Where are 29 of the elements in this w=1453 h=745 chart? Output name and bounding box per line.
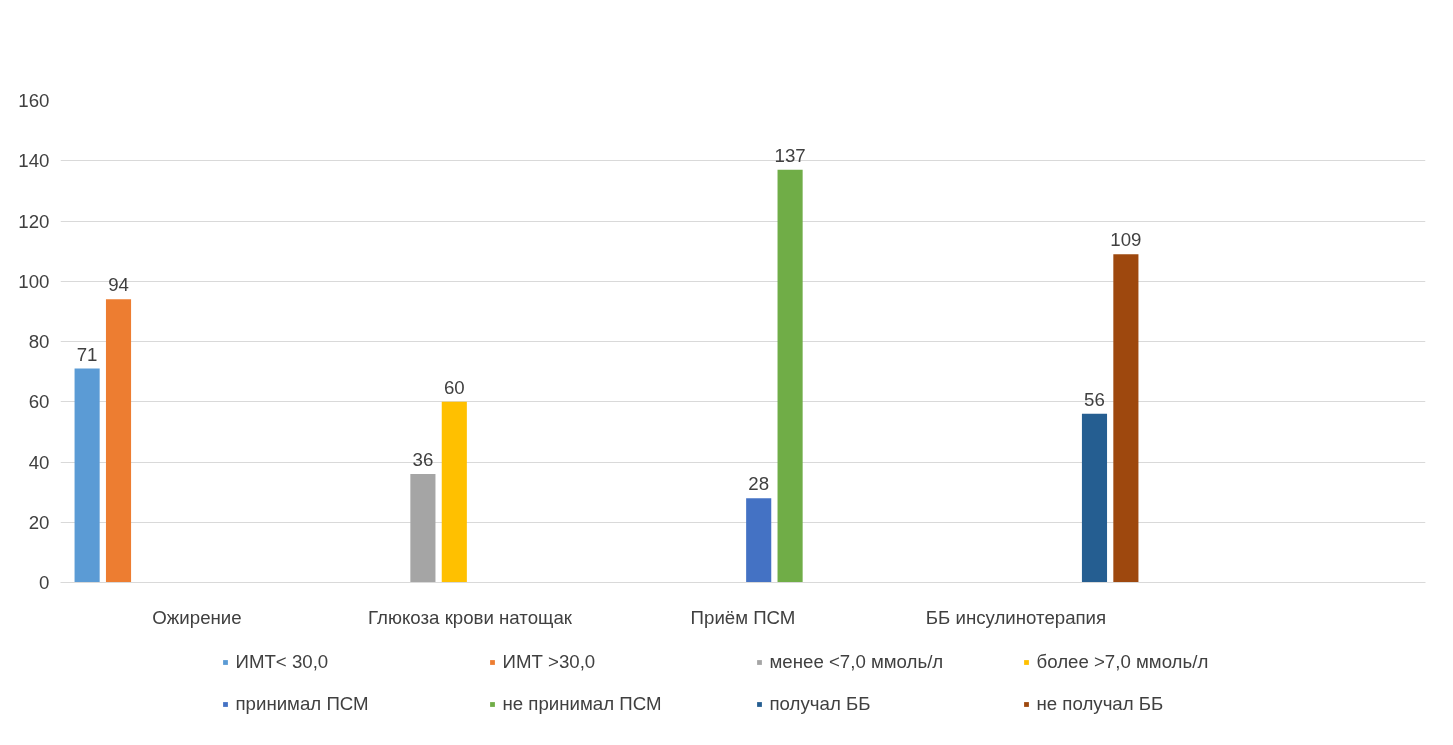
x-tick-label: Ожирение [152, 606, 242, 628]
y-tick-label: 140 [18, 150, 50, 172]
legend-label: не получал ББ [1036, 692, 1165, 715]
y-tick-label: 60 [28, 391, 50, 413]
data-label: 60 [443, 376, 465, 398]
data-label: 28 [748, 473, 770, 495]
y-tick-label: 40 [28, 451, 50, 473]
y-tick-label: 120 [18, 210, 50, 232]
legend-label: более >7,0 ммоль/л [1036, 650, 1210, 673]
y-tick-label: 20 [28, 511, 50, 533]
legend-label: принимал ПСМ [235, 692, 370, 715]
y-tick-label: 0 [39, 572, 50, 593]
x-tick-label: ББ инсулинотерапия [925, 606, 1107, 628]
legend-label: ИМТ >30,0 [502, 650, 597, 673]
legend-label: ИМТ< 30,0 [235, 650, 330, 673]
data-label: 137 [774, 144, 806, 166]
legend-label: менее <7,0 ммоль/л [769, 650, 945, 673]
data-label: 56 [1084, 388, 1105, 410]
legend-label: получал ББ [769, 692, 872, 715]
data-label: 36 [412, 449, 434, 471]
y-tick-label: 100 [18, 270, 50, 292]
y-tick-label: 160 [18, 90, 50, 111]
y-tick-label: 80 [28, 331, 50, 352]
data-label: 71 [76, 343, 98, 365]
x-tick-label: Приём ПСМ [690, 606, 796, 628]
data-label: 94 [108, 274, 129, 296]
data-label: 109 [1110, 229, 1142, 251]
legend-label: не принимал ПСМ [502, 692, 663, 715]
x-tick-label: Глюкоза крови натощак [368, 606, 573, 628]
